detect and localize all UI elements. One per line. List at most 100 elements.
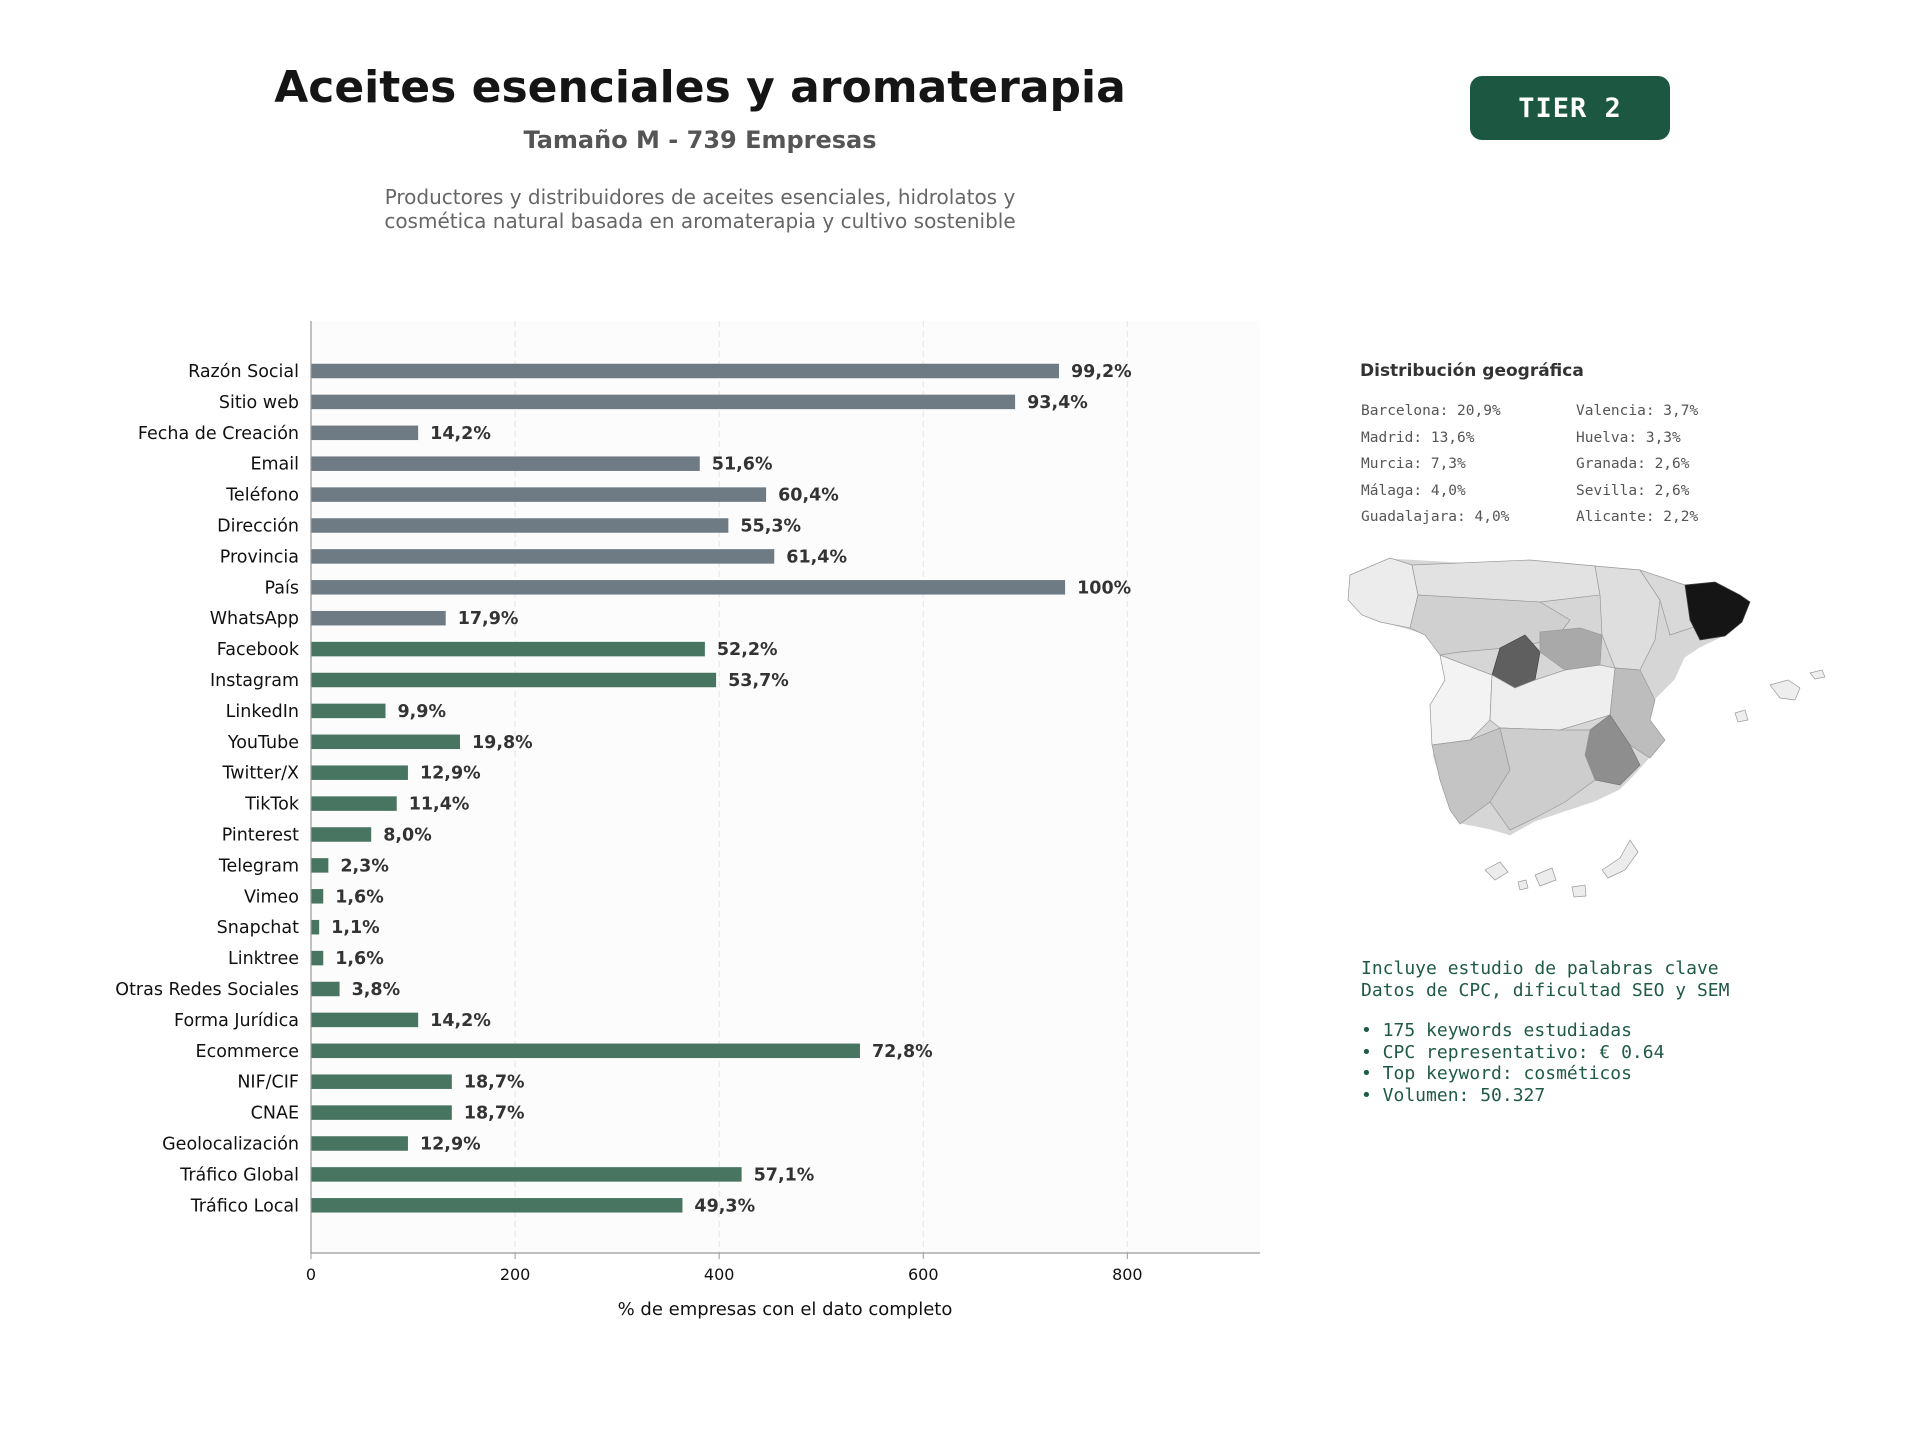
geo-list-col-1: Barcelona: 20,9% Madrid: 13,6% Murcia: 7… (1361, 398, 1509, 531)
geo-item: Granada: 2,6% (1576, 456, 1690, 472)
tier-badge: TIER 2 (1470, 76, 1670, 140)
geo-item: Málaga: 4,0% (1361, 482, 1466, 499)
data-label: 57,1% (754, 1165, 815, 1185)
y-tick-label: Fecha de Creación (138, 424, 299, 444)
geo-item: Alicante: 2,2% (1576, 509, 1699, 525)
bar (311, 889, 324, 904)
y-tick-label: Twitter/X (221, 764, 299, 784)
bar (311, 1167, 742, 1182)
bar (311, 1012, 419, 1028)
y-tick-label: LinkedIn (226, 702, 299, 722)
y-tick-label: Dirección (217, 517, 299, 537)
bar (311, 610, 446, 626)
bar (311, 765, 408, 780)
keywords-bullet: • CPC representativo: € 0.64 (1361, 1041, 1665, 1063)
map-region-canary (1601, 839, 1639, 879)
data-label: 53,7% (728, 671, 789, 691)
bar (311, 487, 767, 502)
y-tick-label: Instagram (210, 671, 299, 691)
data-label: 61,4% (786, 547, 847, 567)
data-label: 52,2% (717, 640, 778, 660)
keywords-panel: Incluye estudio de palabras clave Datos … (1361, 958, 1729, 1106)
bar (311, 858, 329, 873)
data-label: 2,3% (340, 856, 389, 876)
bar (311, 734, 460, 750)
keywords-bullet: • 175 keywords estudiadas (1361, 1020, 1632, 1041)
plot-background (311, 321, 1260, 1253)
keywords-line: Incluye estudio de palabras clave (1361, 958, 1719, 979)
geo-item: Murcia: 7,3% (1361, 456, 1466, 472)
y-tick-label: Linktree (228, 949, 299, 969)
y-tick-label: NIF/CIF (237, 1073, 299, 1093)
data-label: 12,9% (420, 764, 481, 784)
y-tick-label: Email (250, 455, 299, 475)
bar (311, 518, 729, 533)
data-label: 3,8% (352, 980, 401, 1000)
map-region-canary (1484, 861, 1509, 881)
bar (311, 1136, 408, 1151)
y-tick-label: Forma Jurídica (174, 1011, 299, 1031)
map-region-barcelona (1684, 581, 1751, 641)
data-label: 1,1% (331, 918, 380, 938)
bar (311, 456, 700, 471)
x-axis-label: % de empresas con el dato completo (618, 1299, 953, 1320)
y-tick-label: Teléfono (225, 486, 299, 506)
y-tick-label: Otras Redes Sociales (115, 980, 299, 1000)
x-tick-label: 800 (1112, 1265, 1143, 1284)
bars: Razón Social 99,2% Sitio web 93,4% Fecha de … (115, 362, 1131, 1216)
data-label: 12,9% (420, 1135, 481, 1155)
spain-choropleth-map (1347, 557, 1826, 898)
map-region-balearic-minor (1809, 669, 1826, 680)
data-label: 14,2% (430, 1011, 491, 1031)
geo-item: Sevilla: 2,6% (1576, 482, 1690, 499)
data-label: 55,3% (740, 517, 801, 537)
y-tick-label: Vimeo (244, 887, 299, 907)
geo-item: Valencia: 3,7% (1576, 403, 1699, 419)
bar (311, 796, 397, 811)
bar (311, 394, 1016, 410)
data-label: 49,3% (694, 1196, 755, 1216)
y-tick-label: Geolocalización (162, 1135, 299, 1155)
x-tick-label: 400 (704, 1265, 735, 1284)
y-tick-label: Telegram (218, 856, 299, 876)
y-tick-label: Pinterest (222, 826, 299, 846)
bar (311, 1043, 860, 1059)
data-label: 1,6% (335, 949, 384, 969)
data-label: 93,4% (1027, 393, 1088, 413)
data-label: 51,6% (712, 455, 773, 475)
bar (311, 919, 320, 935)
data-label: 11,4% (409, 795, 470, 815)
map-region-canary (1571, 884, 1587, 898)
page-title: Aceites esenciales y aromaterapia (274, 62, 1126, 113)
data-label: 1,6% (335, 887, 384, 907)
x-tick-label: 200 (500, 1265, 531, 1284)
bar (311, 549, 775, 564)
bar (311, 425, 419, 441)
bar (311, 580, 1066, 595)
map-region-canary (1534, 867, 1557, 887)
map-region-canary (1517, 879, 1529, 891)
data-label: 14,2% (430, 424, 491, 444)
bar (311, 672, 717, 688)
y-tick-label: Ecommerce (196, 1042, 299, 1062)
bar (311, 1198, 683, 1213)
y-tick-label: Facebook (217, 640, 300, 660)
data-label: 18,7% (464, 1073, 525, 1093)
bar (311, 1074, 452, 1089)
description-line-1: Productores y distribuidores de aceites … (384, 185, 1016, 209)
x-tick-label: 600 (908, 1265, 939, 1284)
description-line-2: cosmética natural basada en aromaterapia… (384, 209, 1016, 233)
y-tick-label: Sitio web (219, 393, 299, 413)
y-tick-label: Razón Social (188, 362, 299, 382)
bar (311, 950, 324, 966)
keywords-line: Datos de CPC, dificultad SEO y SEM (1361, 979, 1730, 1001)
page-description: Productores y distribuidores de aceites … (300, 185, 1100, 233)
y-tick-label: WhatsApp (210, 609, 299, 629)
data-label: 9,9% (397, 702, 446, 722)
keywords-gap (1361, 1001, 1729, 1020)
map-region-castilla-leon (1409, 594, 1571, 656)
bar (311, 827, 372, 842)
geo-item: Huelva: 3,3% (1576, 429, 1681, 446)
y-tick-label: Provincia (220, 547, 299, 567)
bar (311, 641, 705, 657)
